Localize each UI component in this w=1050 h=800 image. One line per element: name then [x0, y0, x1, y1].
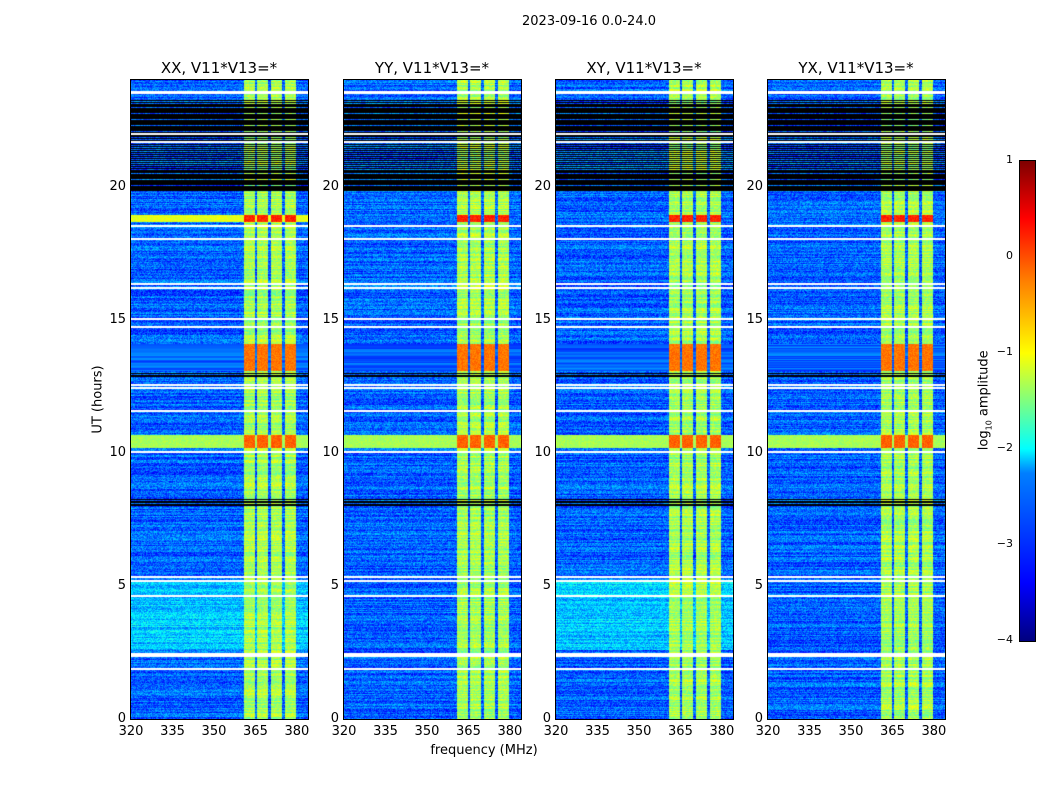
x-tick-label: 335: [373, 724, 398, 739]
colorbar: [1019, 160, 1036, 642]
y-tick-label: 15: [322, 311, 339, 327]
heatmap-panel-xx: [130, 79, 309, 720]
heatmap-panel-yy: [343, 79, 522, 720]
panel-title: YX, V11*V13=*: [798, 59, 914, 77]
y-tick-label: 5: [542, 577, 551, 593]
x-tick-label: 320: [331, 724, 357, 739]
y-tick-label: 5: [330, 577, 339, 593]
colorbar-tick-label: −4: [996, 633, 1013, 646]
y-tick-label: 5: [754, 577, 763, 593]
y-tick-label: 0: [542, 711, 551, 726]
heatmap-image: [768, 80, 945, 719]
colorbar-label: log10 amplitude: [977, 335, 994, 465]
y-tick-label: 10: [534, 444, 551, 460]
heatmap-panel-xy: [555, 79, 734, 720]
panel-title: XX, V11*V13=*: [160, 59, 278, 77]
heatmap-image: [344, 80, 521, 719]
colorbar-tick-label: 1: [1006, 153, 1013, 166]
x-tick-label: 380: [284, 724, 310, 739]
y-tick-label: 20: [322, 178, 339, 194]
colorbar-tick-label: −1: [996, 345, 1013, 358]
y-tick-label: 20: [534, 178, 551, 194]
panel-title: YY, V11*V13=*: [374, 59, 490, 77]
heatmap-image: [556, 80, 733, 719]
y-tick-label: 10: [746, 444, 763, 460]
colorbar-label-rest: amplitude: [976, 350, 992, 421]
heatmap-panel-yx: [767, 79, 946, 720]
x-tick-label: 320: [118, 724, 144, 739]
figure-title: 2023-09-16 0.0-24.0: [522, 14, 656, 29]
x-tick-label: 350: [626, 724, 652, 739]
heatmap-image: [131, 80, 308, 719]
colorbar-tick-label: 0: [1006, 249, 1013, 262]
x-tick-label: 350: [838, 724, 864, 739]
y-axis-label: UT (hours): [90, 365, 106, 434]
y-tick-label: 10: [109, 444, 126, 460]
y-tick-label: 20: [109, 178, 126, 194]
x-tick-label: 380: [921, 724, 947, 739]
x-tick-label: 365: [456, 724, 481, 739]
colorbar-tick-label: −3: [996, 537, 1013, 550]
x-tick-label: 320: [543, 724, 569, 739]
y-tick-label: 15: [746, 311, 763, 327]
x-tick-label: 365: [243, 724, 268, 739]
y-tick-label: 0: [330, 711, 339, 726]
y-tick-label: 0: [754, 711, 763, 726]
x-tick-label: 320: [755, 724, 781, 739]
panel-title: XY, V11*V13=*: [586, 59, 702, 77]
x-axis-label: frequency (MHz): [430, 743, 538, 758]
x-tick-label: 365: [880, 724, 905, 739]
y-tick-label: 5: [117, 577, 126, 593]
x-tick-label: 380: [497, 724, 523, 739]
colorbar-label-log: log: [976, 430, 992, 451]
y-tick-label: 10: [322, 444, 339, 460]
x-tick-label: 335: [797, 724, 822, 739]
x-tick-label: 365: [668, 724, 693, 739]
x-tick-label: 350: [201, 724, 227, 739]
colorbar-tick-label: −2: [996, 441, 1013, 454]
x-tick-label: 380: [709, 724, 735, 739]
y-tick-label: 15: [109, 311, 126, 327]
x-tick-label: 350: [414, 724, 440, 739]
y-tick-label: 15: [534, 311, 551, 327]
colorbar-label-sub: 10: [984, 420, 994, 431]
x-tick-label: 335: [160, 724, 185, 739]
y-tick-label: 20: [746, 178, 763, 194]
y-tick-label: 0: [117, 711, 126, 726]
x-tick-label: 335: [585, 724, 610, 739]
